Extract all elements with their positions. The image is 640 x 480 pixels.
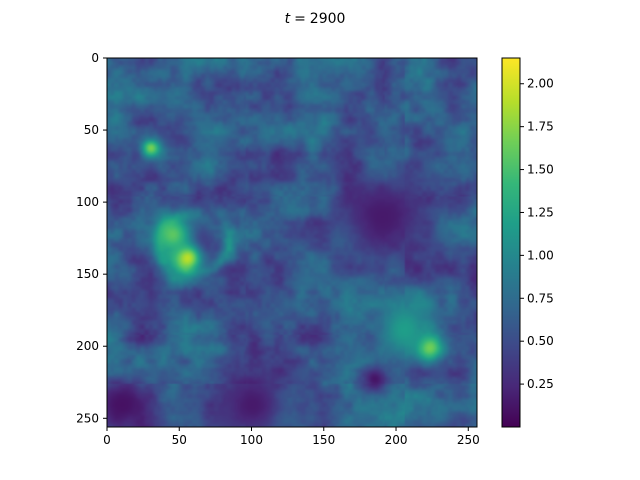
colorbar-tick-label: 1.00: [527, 248, 554, 262]
svg-text:t=2900: t = 2900: [285, 11, 346, 27]
colorbar-tick-label: 0.25: [527, 377, 554, 391]
x-tick-label: 250: [457, 433, 480, 447]
colorbar-gradient: [501, 57, 521, 428]
colorbar-ticks: 0.25 0.50 0.75 1.00 1.25 1.50 1.75 2.00: [520, 77, 554, 391]
y-tick-label: 50: [84, 123, 99, 137]
y-tick-label: 250: [76, 411, 99, 425]
heatmap-image: [107, 58, 477, 427]
colorbar-tick-label: 2.00: [527, 77, 554, 91]
title-value: 2900: [310, 11, 346, 27]
x-tick-label: 50: [172, 433, 187, 447]
colorbar-tick-label: 0.50: [527, 334, 554, 348]
colorbar-tick-label: 1.50: [527, 163, 554, 177]
y-tick-label: 0: [91, 51, 99, 65]
colorbar: 0.25 0.50 0.75 1.00 1.25 1.50 1.75 2.00: [501, 57, 554, 428]
y-axis: 0 50 100 150 200 250: [76, 51, 107, 425]
x-tick-label: 150: [312, 433, 335, 447]
y-tick-label: 100: [76, 195, 99, 209]
title-variable: t: [285, 11, 291, 27]
colorbar-tick-label: 0.75: [527, 291, 554, 305]
x-tick-label: 100: [240, 433, 263, 447]
chart-title: t = 2900: [285, 11, 346, 27]
y-tick-label: 150: [76, 267, 99, 281]
heatmap-plot: [106, 57, 478, 428]
x-tick-label: 0: [103, 433, 111, 447]
x-axis: 0 50 100 150 200 250: [103, 427, 480, 447]
colorbar-tick-label: 1.25: [527, 205, 554, 219]
y-tick-label: 200: [76, 339, 99, 353]
plot-frame: [106, 57, 478, 428]
x-tick-label: 200: [385, 433, 408, 447]
colorbar-tick-label: 1.75: [527, 120, 554, 134]
